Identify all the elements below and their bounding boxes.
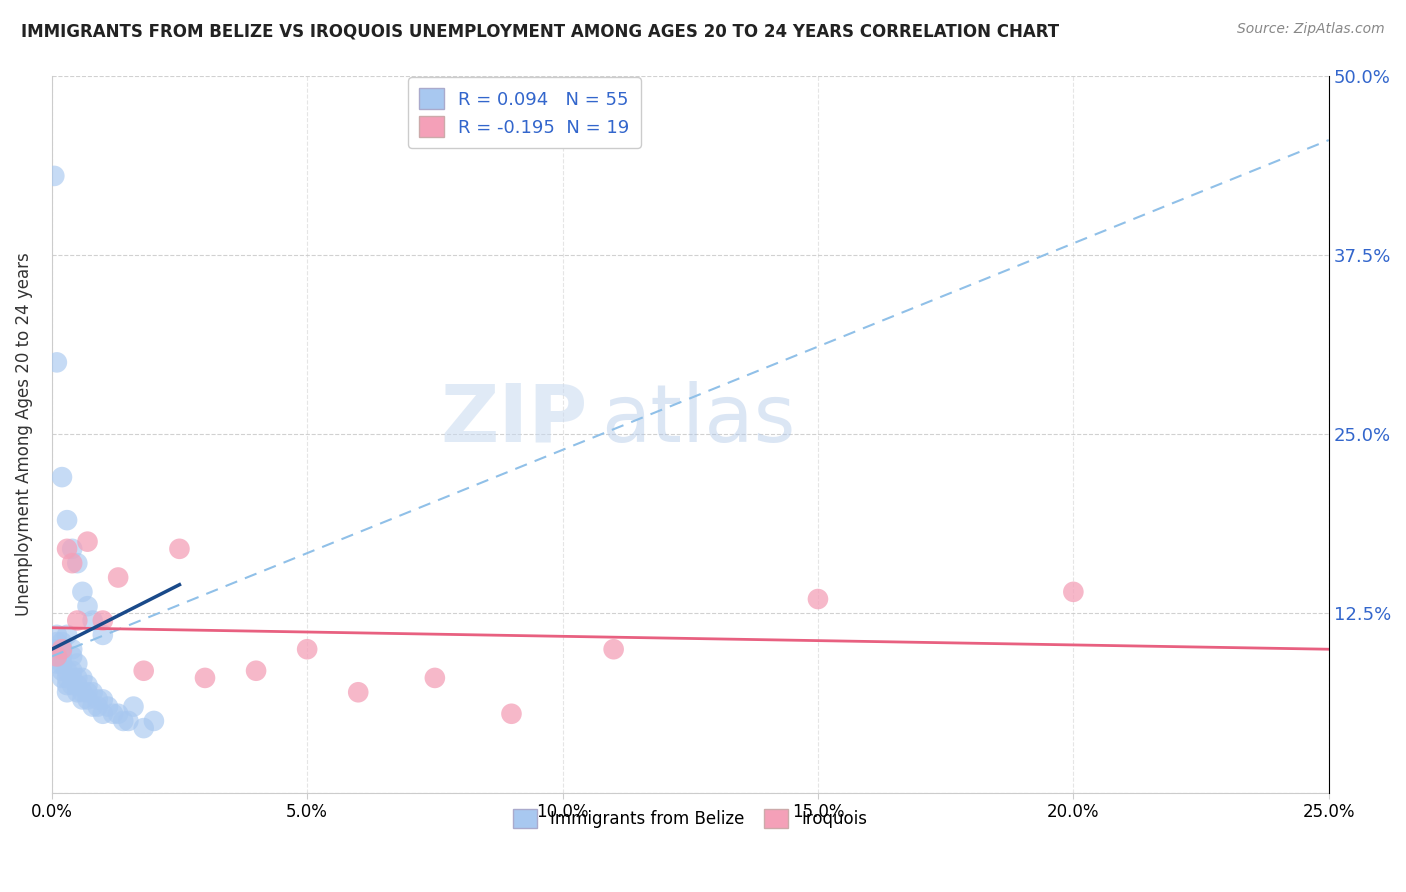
Point — [51, 649, 73, 664]
Point — [51, 642, 73, 657]
Point — [56, 628, 79, 642]
Point — [51, 642, 73, 657]
Point — [87, 699, 110, 714]
Point — [112, 714, 135, 728]
Point — [72, 671, 94, 685]
Text: IMMIGRANTS FROM BELIZE VS IROQUOIS UNEMPLOYMENT AMONG AGES 20 TO 24 YEARS CORREL: IMMIGRANTS FROM BELIZE VS IROQUOIS UNEMP… — [21, 22, 1059, 40]
Point — [72, 685, 94, 699]
Point — [56, 513, 79, 527]
Point — [132, 721, 155, 735]
Point — [44, 642, 66, 657]
Text: ZIP: ZIP — [441, 381, 588, 458]
Point — [602, 642, 624, 657]
Point — [45, 657, 67, 671]
Point — [107, 570, 129, 584]
Point — [76, 599, 98, 614]
Point — [51, 664, 73, 678]
Point — [87, 692, 110, 706]
Point — [101, 706, 124, 721]
Point — [66, 678, 89, 692]
Point — [66, 657, 89, 671]
Point — [51, 470, 73, 484]
Point — [60, 671, 83, 685]
Point — [76, 685, 98, 699]
Point — [82, 685, 104, 699]
Point — [66, 685, 89, 699]
Point — [91, 614, 114, 628]
Point — [45, 355, 67, 369]
Point — [76, 534, 98, 549]
Point — [45, 649, 67, 664]
Point — [1062, 585, 1084, 599]
Point — [169, 541, 191, 556]
Point — [56, 541, 79, 556]
Point — [807, 592, 830, 607]
Point — [51, 671, 73, 685]
Point — [66, 671, 89, 685]
Point — [132, 664, 155, 678]
Point — [60, 649, 83, 664]
Point — [60, 678, 83, 692]
Point — [51, 657, 73, 671]
Point — [45, 628, 67, 642]
Point — [295, 642, 318, 657]
Point — [56, 664, 79, 678]
Point — [347, 685, 370, 699]
Point — [66, 556, 89, 570]
Point — [76, 692, 98, 706]
Point — [97, 699, 120, 714]
Point — [245, 664, 267, 678]
Legend: Immigrants from Belize, Iroquois: Immigrants from Belize, Iroquois — [506, 802, 873, 835]
Point — [91, 628, 114, 642]
Point — [501, 706, 523, 721]
Point — [72, 585, 94, 599]
Point — [56, 678, 79, 692]
Point — [122, 699, 145, 714]
Point — [60, 642, 83, 657]
Point — [56, 685, 79, 699]
Point — [45, 635, 67, 649]
Point — [56, 671, 79, 685]
Point — [60, 664, 83, 678]
Point — [91, 706, 114, 721]
Point — [44, 169, 66, 183]
Point — [117, 714, 139, 728]
Point — [423, 671, 446, 685]
Point — [82, 699, 104, 714]
Point — [66, 614, 89, 628]
Point — [45, 649, 67, 664]
Point — [107, 706, 129, 721]
Point — [72, 692, 94, 706]
Point — [142, 714, 165, 728]
Point — [91, 692, 114, 706]
Point — [60, 541, 83, 556]
Y-axis label: Unemployment Among Ages 20 to 24 years: Unemployment Among Ages 20 to 24 years — [15, 252, 32, 616]
Point — [194, 671, 217, 685]
Point — [51, 635, 73, 649]
Text: Source: ZipAtlas.com: Source: ZipAtlas.com — [1237, 22, 1385, 37]
Point — [82, 614, 104, 628]
Point — [76, 678, 98, 692]
Text: atlas: atlas — [600, 381, 796, 458]
Point — [60, 556, 83, 570]
